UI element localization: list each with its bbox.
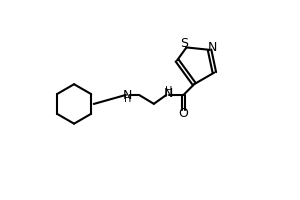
Text: N: N <box>164 87 173 100</box>
Text: S: S <box>180 37 188 50</box>
Text: N: N <box>208 41 217 54</box>
Text: H: H <box>165 86 172 96</box>
Text: N: N <box>123 89 133 102</box>
Text: H: H <box>124 94 131 104</box>
Text: O: O <box>178 107 188 120</box>
